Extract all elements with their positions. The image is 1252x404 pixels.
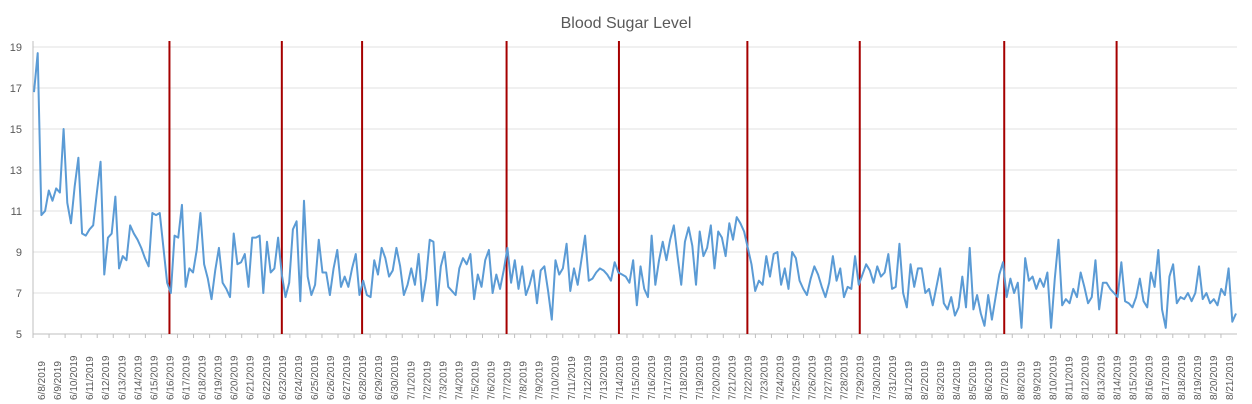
gridlines	[32, 41, 1237, 335]
x-tick-label: 8/8/2019	[1016, 361, 1027, 400]
x-tick-label: 6/29/2019	[374, 355, 385, 400]
x-tick-label: 6/20/2019	[230, 355, 241, 400]
x-tick-label: 7/27/2019	[824, 355, 835, 400]
x-tick-label: 7/6/2019	[487, 361, 498, 400]
x-tick-label: 7/28/2019	[840, 355, 851, 400]
x-tick-label: 6/24/2019	[294, 355, 305, 400]
x-tick-label: 7/2/2019	[422, 361, 433, 400]
x-tick-label: 7/29/2019	[856, 355, 867, 400]
y-tick-label: 5	[16, 329, 22, 341]
x-tick-label: 8/20/2019	[1209, 355, 1220, 400]
x-tick-label: 7/13/2019	[599, 355, 610, 400]
event-markers	[168, 41, 1118, 334]
x-tick-label: 8/4/2019	[952, 361, 963, 400]
x-tick-label: 7/19/2019	[695, 355, 706, 400]
x-tick-label: 7/23/2019	[759, 355, 770, 400]
x-tick-label: 7/18/2019	[679, 355, 690, 400]
x-tick-label: 8/14/2019	[1113, 355, 1124, 400]
x-tick-label: 6/9/2019	[53, 361, 64, 400]
x-tick-label: 7/24/2019	[775, 355, 786, 400]
x-tick-label: 6/16/2019	[165, 355, 176, 400]
x-tick-label: 6/14/2019	[133, 355, 144, 400]
x-tick-label: 7/22/2019	[743, 355, 754, 400]
y-tick-label: 17	[10, 83, 22, 95]
x-tick-label: 7/8/2019	[519, 361, 530, 400]
y-tick-label: 9	[16, 247, 22, 259]
x-tick-label: 8/5/2019	[968, 361, 979, 400]
x-tick-label: 7/1/2019	[406, 361, 417, 400]
x-tick-label: 7/15/2019	[631, 355, 642, 400]
x-tick-label: 7/30/2019	[872, 355, 883, 400]
x-tick-label: 7/14/2019	[615, 355, 626, 400]
chart-title: Blood Sugar Level	[561, 15, 692, 32]
x-tick-label: 8/9/2019	[1032, 361, 1043, 400]
x-tick-label: 6/11/2019	[85, 356, 96, 400]
y-tick-label: 15	[10, 124, 22, 136]
x-tick-label: 8/6/2019	[984, 361, 995, 400]
x-tick-label: 7/7/2019	[503, 361, 514, 400]
x-tick-label: 6/15/2019	[149, 355, 160, 400]
x-tick-label: 8/16/2019	[1145, 355, 1156, 400]
x-tick-label: 6/10/2019	[69, 355, 80, 400]
x-tick-label: 6/23/2019	[278, 355, 289, 400]
x-tick-label: 7/26/2019	[808, 355, 819, 400]
x-tick-label: 8/19/2019	[1193, 355, 1204, 400]
x-tick-label: 8/17/2019	[1161, 355, 1172, 400]
x-axis-ticks: 6/8/2019 6/9/2019 6/10/2019 6/11/2019 6/12/2…	[32, 334, 1236, 400]
y-tick-label: 19	[10, 42, 22, 54]
series-layer	[33, 52, 1237, 329]
x-tick-label: 8/3/2019	[936, 361, 947, 400]
x-tick-label: 8/11/2019	[1064, 356, 1075, 400]
x-tick-label: 7/25/2019	[792, 355, 803, 400]
x-tick-label: 8/21/2019	[1225, 355, 1236, 400]
x-tick-label: 7/31/2019	[888, 355, 899, 400]
x-tick-label: 6/22/2019	[262, 355, 273, 400]
x-tick-label: 6/18/2019	[198, 355, 209, 400]
x-tick-label: 7/9/2019	[535, 361, 546, 400]
x-tick-label: 8/13/2019	[1097, 355, 1108, 400]
x-tick-label: 6/17/2019	[182, 355, 193, 400]
y-tick-label: 13	[10, 165, 22, 177]
x-tick-label: 6/26/2019	[326, 355, 337, 400]
x-tick-label: 7/4/2019	[454, 361, 465, 400]
x-tick-label: 8/15/2019	[1129, 355, 1140, 400]
x-tick-label: 8/1/2019	[904, 361, 915, 400]
x-tick-label: 7/20/2019	[711, 355, 722, 400]
x-tick-label: 6/27/2019	[342, 355, 353, 400]
x-tick-label: 7/3/2019	[438, 361, 449, 400]
x-tick-label: 7/10/2019	[551, 355, 562, 400]
x-tick-label: 7/16/2019	[647, 355, 658, 400]
x-tick-label: 8/7/2019	[1000, 361, 1011, 400]
x-tick-label: 8/12/2019	[1080, 355, 1091, 400]
x-tick-label: 7/5/2019	[470, 361, 481, 400]
x-tick-label: 7/17/2019	[663, 355, 674, 400]
x-tick-label: 6/8/2019	[37, 361, 48, 400]
x-tick-label: 6/25/2019	[310, 355, 321, 400]
y-axis-ticks: 5 7 9 11 13 15 17 19	[10, 42, 22, 341]
y-tick-label: 11	[11, 206, 22, 218]
x-tick-label: 6/21/2019	[246, 355, 257, 400]
x-tick-label: 6/19/2019	[214, 355, 225, 400]
x-tick-label: 6/30/2019	[390, 355, 401, 400]
x-tick-label: 6/12/2019	[101, 355, 112, 400]
x-tick-label: 8/18/2019	[1177, 355, 1188, 400]
y-tick-label: 7	[16, 288, 22, 300]
series-line-0	[33, 52, 1237, 329]
x-tick-label: 8/10/2019	[1048, 355, 1059, 400]
x-tick-label: 6/13/2019	[117, 355, 128, 400]
x-tick-label: 6/28/2019	[358, 355, 369, 400]
x-tick-label: 7/11/2019	[567, 356, 578, 400]
x-tick-label: 7/21/2019	[727, 355, 738, 400]
x-tick-label: 7/12/2019	[583, 355, 594, 400]
x-tick-label: 8/2/2019	[920, 361, 931, 400]
